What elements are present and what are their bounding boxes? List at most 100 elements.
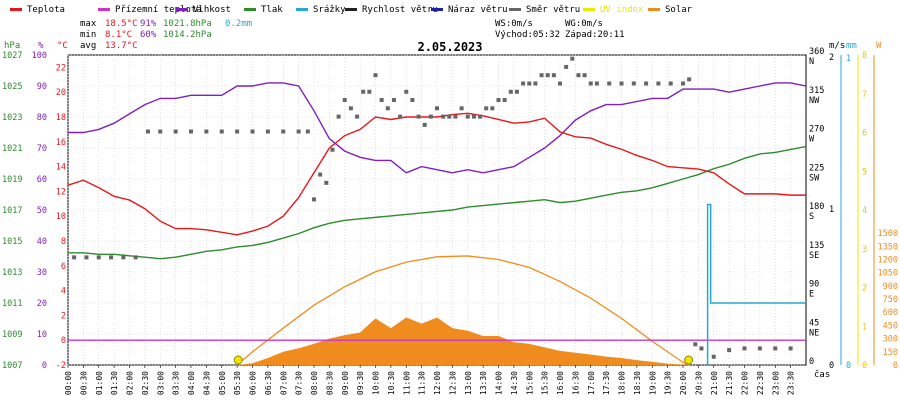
tick-time: 03:00 bbox=[156, 371, 165, 395]
legend-label: Srážky bbox=[313, 5, 346, 15]
wind-dir-point bbox=[459, 106, 464, 111]
legend-label: UV index bbox=[600, 5, 644, 15]
tick-temp: 4 bbox=[61, 287, 66, 297]
stat-min-label: min bbox=[80, 30, 96, 40]
legend-label: Rychlost větru bbox=[362, 5, 438, 15]
wind-dir-point bbox=[447, 114, 452, 119]
wind-dir-point bbox=[773, 346, 778, 351]
legend-swatch bbox=[10, 8, 22, 11]
tick-uv: 2 bbox=[862, 284, 867, 294]
wind-dir-point bbox=[582, 73, 587, 78]
tick-w: 1350 bbox=[878, 242, 898, 252]
legend-label: Směr větru bbox=[526, 5, 580, 15]
wind-dir-point bbox=[656, 81, 661, 86]
tick-dir-deg: 360 bbox=[809, 47, 824, 57]
legend-item: Tlak bbox=[244, 5, 283, 15]
tick-dir-name: W bbox=[809, 135, 815, 145]
axes: 1027102510231021101910171015101310111009… bbox=[2, 47, 898, 395]
wind-dir-point bbox=[631, 81, 636, 86]
wind-dir-point bbox=[219, 129, 224, 134]
tick-hpa: 1017 bbox=[2, 206, 22, 216]
tick-temp: 18 bbox=[56, 113, 66, 123]
series-temperature bbox=[67, 112, 806, 236]
legend-item: Srážky bbox=[296, 5, 346, 15]
tick-time: 20:00 bbox=[679, 371, 688, 395]
tick-ms: 1 bbox=[829, 205, 834, 215]
wind-dir-point bbox=[490, 106, 495, 111]
wind-dir-point bbox=[564, 64, 569, 69]
tick-time: 20:30 bbox=[694, 371, 703, 395]
tick-time: 16:30 bbox=[571, 371, 580, 395]
tick-time: 03:30 bbox=[172, 371, 181, 395]
wind-dir-point bbox=[348, 106, 353, 111]
wind-dir-point bbox=[367, 89, 372, 94]
tick-time: 12:30 bbox=[448, 371, 457, 395]
series-humidity bbox=[68, 82, 807, 174]
tick-pct: 40 bbox=[37, 237, 47, 247]
legend-swatch bbox=[431, 8, 443, 11]
legend-item: UV index bbox=[583, 5, 644, 15]
tick-dir-name: NW bbox=[809, 96, 820, 106]
wind-dir-point bbox=[687, 77, 692, 82]
wind-dir-point bbox=[133, 255, 138, 260]
tick-dir-name: E bbox=[809, 290, 814, 300]
legend-label: Vlhkost bbox=[193, 5, 231, 15]
stat-max-rain: 0.2mm bbox=[225, 19, 252, 29]
wind-dir-point bbox=[416, 114, 421, 119]
legend-swatch bbox=[244, 8, 256, 11]
tick-w: 0 bbox=[893, 361, 898, 371]
wind-dir-point bbox=[570, 56, 575, 61]
tick-time: 02:00 bbox=[126, 371, 135, 395]
tick-uv: 3 bbox=[862, 245, 867, 255]
tick-temp: 14 bbox=[56, 163, 66, 173]
tick-time: 18:00 bbox=[618, 371, 627, 395]
wind-dir-point bbox=[521, 81, 526, 86]
tick-w: 1050 bbox=[878, 269, 898, 279]
wind-dir-point bbox=[471, 114, 476, 119]
tick-hpa: 1011 bbox=[2, 299, 22, 309]
series-solar bbox=[237, 317, 690, 365]
wind-dir-point bbox=[711, 354, 716, 359]
tick-w: 900 bbox=[883, 282, 898, 292]
tick-time: 15:00 bbox=[525, 371, 534, 395]
tick-time: 10:30 bbox=[387, 371, 396, 395]
wind-dir-point bbox=[305, 129, 310, 134]
wind-dir-point bbox=[404, 89, 409, 94]
tick-time: 17:30 bbox=[602, 371, 611, 395]
legend-label: Náraz větru bbox=[448, 5, 508, 15]
tick-w: 1500 bbox=[878, 229, 898, 239]
wind-dir-point bbox=[72, 255, 77, 260]
legend-swatch bbox=[176, 8, 188, 11]
wind-dir-point bbox=[410, 98, 415, 103]
tick-pct: 60 bbox=[37, 175, 47, 185]
tick-uv: 5 bbox=[862, 167, 867, 177]
stat-sunset: Západ:20:11 bbox=[565, 30, 625, 40]
stat-sunrise: Východ:05:32 bbox=[495, 30, 560, 40]
tick-temp: 0 bbox=[61, 336, 66, 346]
axis-unit-hpa: hPa bbox=[4, 41, 20, 51]
wind-dir-point bbox=[681, 81, 685, 86]
sunset-marker bbox=[684, 355, 694, 365]
tick-time: 17:00 bbox=[587, 371, 596, 395]
wind-dir-point bbox=[391, 98, 396, 103]
wind-dir-point bbox=[361, 89, 366, 94]
legend-label: Tlak bbox=[261, 5, 283, 15]
wind-dir-point bbox=[385, 106, 390, 111]
tick-time: 14:30 bbox=[510, 371, 519, 395]
tick-pct: 90 bbox=[37, 82, 47, 92]
wind-dir-point bbox=[336, 114, 341, 119]
stats-block: max 18.5°C 91% 1021.8hPa 0.2mm min 8.1°C… bbox=[80, 19, 625, 51]
tick-time: 14:00 bbox=[495, 371, 504, 395]
tick-hpa: 1019 bbox=[2, 175, 22, 185]
series-rain bbox=[706, 203, 806, 365]
wind-dir-point bbox=[533, 81, 538, 86]
wind-dir-point bbox=[558, 81, 562, 86]
wind-dir-point bbox=[588, 81, 593, 86]
axis-unit-pct: % bbox=[38, 41, 44, 51]
stat-ws: WS:0m/s bbox=[495, 19, 533, 29]
wind-dir-point bbox=[644, 81, 649, 86]
stat-max-hum: 91% bbox=[140, 19, 157, 29]
wind-dir-point bbox=[699, 346, 704, 351]
tick-temp: 6 bbox=[61, 262, 66, 272]
